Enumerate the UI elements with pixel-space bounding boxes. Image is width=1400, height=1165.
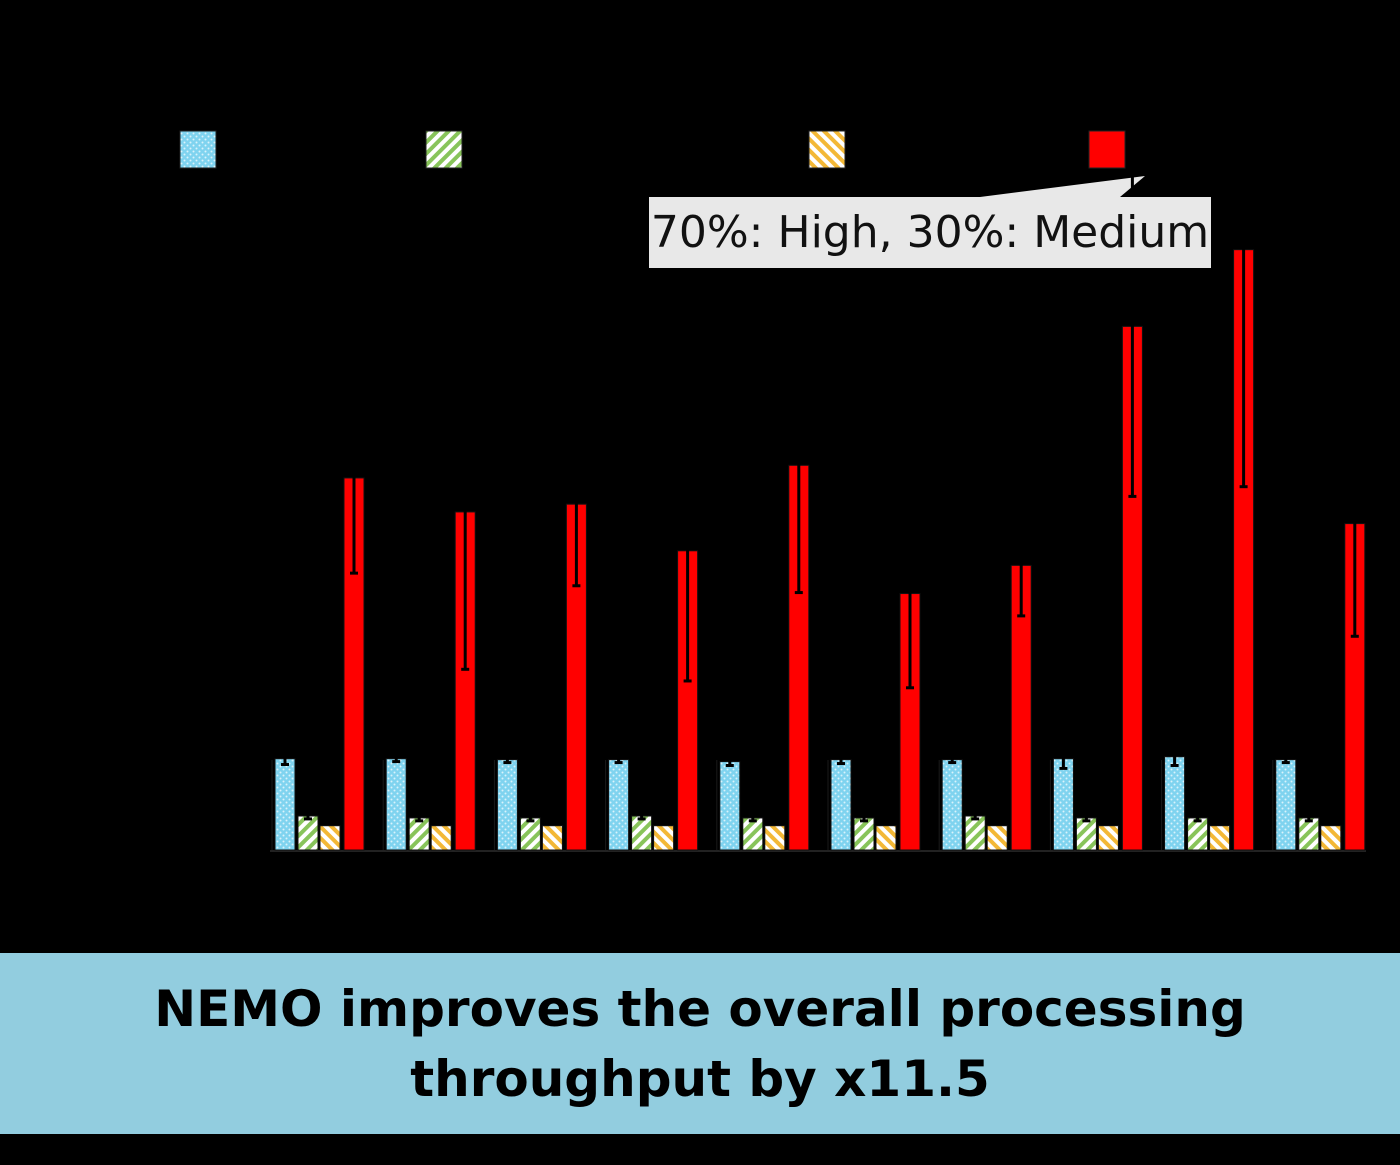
bar-s3-g8 — [1097, 825, 1119, 851]
bar-s3-g6 — [875, 825, 897, 851]
bar-s1-g9 — [1164, 756, 1186, 851]
bar-s2-g3 — [519, 817, 541, 851]
bar-s1-g2 — [385, 758, 407, 851]
chart-callout: 70%: High, 30%: Medium — [649, 197, 1211, 268]
bar-s2-g1 — [297, 815, 319, 851]
bar-s1-g10 — [1275, 759, 1297, 851]
banner-line-1: NEMO improves the overall processing — [154, 979, 1246, 1038]
bar-s1-g7 — [941, 759, 963, 851]
bar-s2-g5 — [742, 817, 764, 851]
summary-banner: NEMO improves the overall processing thr… — [0, 953, 1400, 1134]
bar-s2-g6 — [853, 817, 875, 851]
bar-s1-g8 — [1052, 758, 1074, 851]
bar-s2-g4 — [631, 815, 653, 851]
bar-s3-g7 — [986, 825, 1008, 851]
bar-s2-g10 — [1298, 817, 1320, 851]
bar-s2-g7 — [964, 815, 986, 851]
legend — [179, 130, 1126, 169]
bar-s3-g4 — [653, 825, 675, 851]
bars — [270, 249, 1366, 852]
bar-s2-g8 — [1075, 817, 1097, 851]
bar-s1-g5 — [719, 761, 741, 851]
legend-swatch-3 — [808, 130, 846, 169]
bar-s3-g2 — [430, 825, 452, 851]
bar-s1-g3 — [496, 759, 518, 851]
legend-swatch-1 — [179, 130, 217, 169]
banner-line-2: throughput by x11.5 — [410, 1049, 990, 1108]
bar-s3-g5 — [764, 825, 786, 851]
error-bars — [281, 11, 1359, 823]
bar-s2-g2 — [408, 817, 430, 851]
bar-s3-g3 — [541, 825, 563, 851]
bar-s1-g4 — [608, 759, 630, 851]
bar-s2-g9 — [1187, 817, 1209, 851]
legend-swatch-4 — [1088, 130, 1126, 169]
bar-s3-g10 — [1320, 825, 1342, 851]
callout-pointer — [980, 176, 1145, 197]
bar-s3-g1 — [319, 825, 341, 851]
bar-s1-g1 — [274, 758, 296, 851]
bar-s3-g9 — [1209, 825, 1231, 851]
bar-s1-g6 — [830, 759, 852, 851]
chart — [179, 11, 1366, 852]
legend-swatch-2 — [425, 130, 463, 169]
